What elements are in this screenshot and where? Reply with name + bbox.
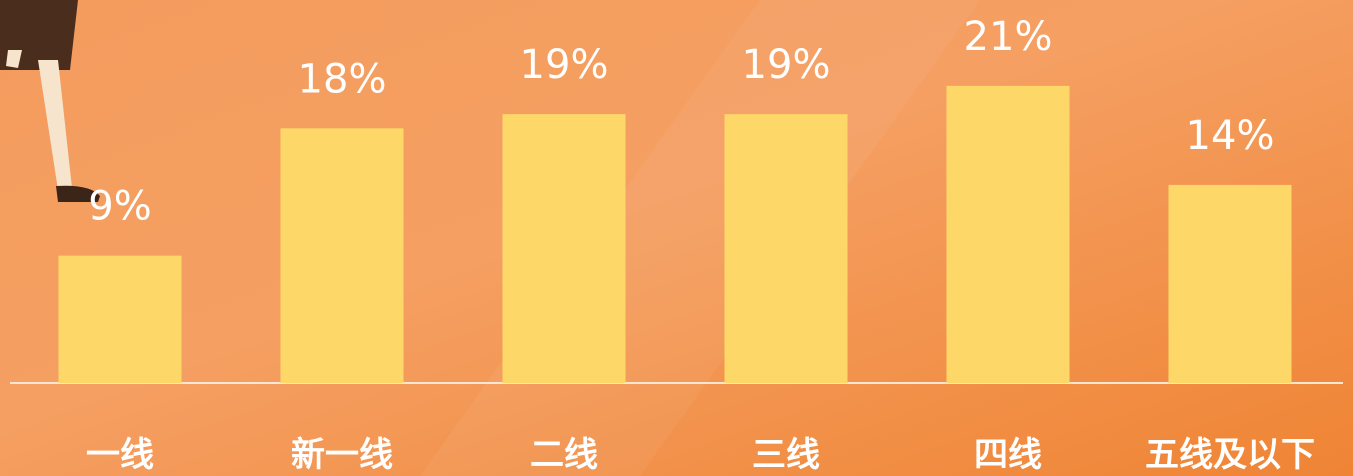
chart: 9% 一线 18% 新一线 19% 二线 19% 三线 21% 四线 14% 五线及以下 [0, 0, 1353, 476]
value-label: 19% [520, 42, 609, 88]
bar [59, 256, 182, 383]
page: {"chart_data": {"type": "bar", "categori… [0, 0, 1353, 476]
value-label: 9% [88, 184, 151, 230]
category-label: 一线 [86, 435, 154, 475]
value-label: 19% [742, 42, 831, 88]
value-label: 14% [1186, 113, 1275, 159]
bar [281, 128, 404, 383]
value-label: 21% [964, 14, 1053, 60]
category-label: 四线 [974, 435, 1042, 475]
value-label: 18% [298, 56, 387, 102]
bar [1169, 185, 1292, 383]
category-label: 新一线 [291, 435, 393, 475]
category-label: 二线 [530, 435, 598, 475]
bar [947, 86, 1070, 383]
bar [503, 114, 626, 383]
category-label: 三线 [752, 435, 820, 475]
category-label: 五线及以下 [1145, 435, 1315, 475]
bar [725, 114, 848, 383]
